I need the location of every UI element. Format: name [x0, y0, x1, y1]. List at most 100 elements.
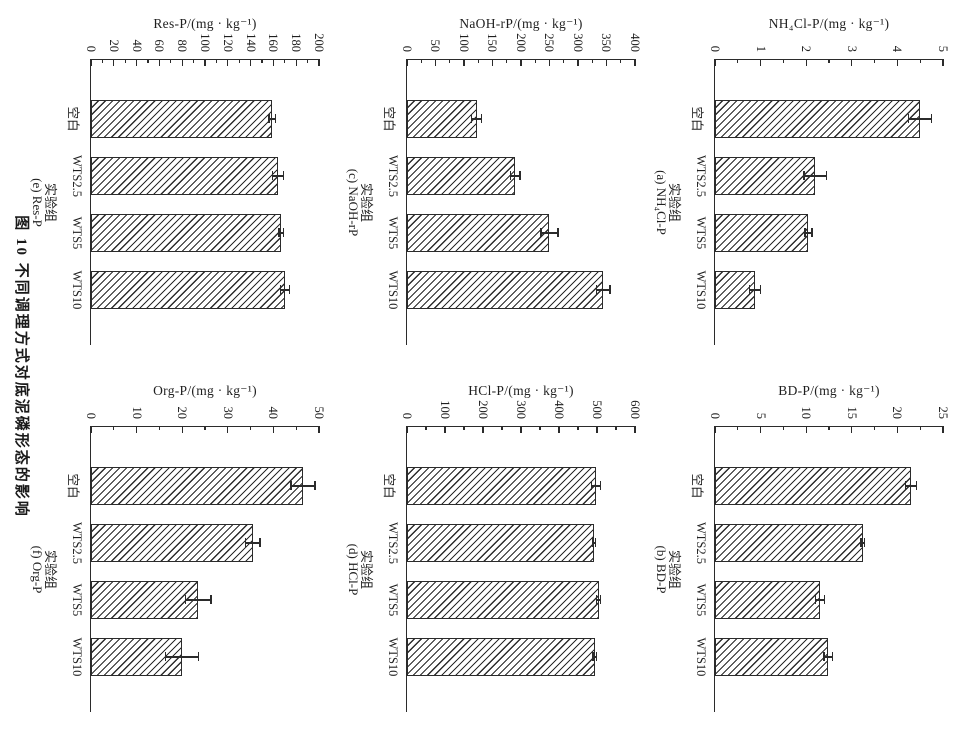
error-bar-cap: [814, 595, 817, 605]
y-major-tick: [444, 427, 446, 433]
y-major-tick: [90, 427, 92, 433]
category-label: WTS10: [70, 270, 84, 310]
y-tick-label: 100: [438, 400, 452, 419]
bar: [715, 580, 820, 619]
y-major-tick: [520, 427, 522, 433]
y-tick-label: 50: [312, 406, 326, 420]
y-major-tick: [520, 60, 522, 66]
error-bar-cap: [510, 171, 512, 181]
y-major-tick: [227, 60, 229, 66]
panel-label: (b) BD-P: [654, 545, 669, 594]
y-tick-label: 4: [890, 45, 905, 52]
y-minor-tick: [204, 427, 206, 431]
category-label: WTS5: [386, 216, 400, 250]
error-bar-cap: [595, 652, 598, 662]
error-bar-cap: [197, 652, 200, 662]
y-major-tick: [759, 60, 762, 66]
y-minor-tick: [306, 60, 309, 64]
y-tick-label: 20: [106, 39, 121, 53]
y-major-tick: [851, 60, 853, 66]
error-bar-cap: [595, 285, 597, 295]
error-bar-cap: [470, 114, 473, 124]
y-major-tick: [295, 60, 297, 66]
y-tick-label: 40: [129, 39, 144, 53]
y-minor-tick: [539, 427, 541, 431]
error-bar-cap: [748, 285, 751, 295]
y-minor-tick: [782, 60, 785, 64]
y-minor-tick: [425, 427, 427, 431]
error-bar-cap: [557, 228, 559, 238]
figure-caption: 图 10 不同调理方式对底泥磷形态的影响: [13, 215, 29, 518]
category-label: WTS2.5: [694, 154, 708, 197]
y-major-tick: [227, 427, 229, 433]
y-minor-tick: [919, 60, 921, 64]
y-major-tick: [463, 60, 465, 66]
category-label: 空白: [66, 106, 80, 132]
error-bar-cap: [282, 171, 285, 181]
error-bar-cap: [592, 652, 594, 662]
bar: [91, 99, 273, 138]
category-label: 空白: [690, 106, 704, 132]
error-bar-cap: [210, 595, 212, 605]
y-tick-label: 0: [400, 45, 414, 52]
error-bar-line: [540, 232, 559, 234]
error-bar-cap: [275, 114, 277, 124]
y-major-tick: [406, 60, 408, 66]
y-major-tick: [896, 60, 899, 66]
y-major-tick: [113, 60, 115, 66]
y-minor-tick: [501, 427, 503, 431]
category-label: WTS2.5: [70, 521, 84, 564]
y-major-tick: [482, 427, 484, 433]
y-major-tick: [942, 60, 944, 66]
category-label: WTS2.5: [694, 521, 708, 564]
y-major-tick: [90, 60, 92, 66]
y-minor-tick: [101, 60, 104, 64]
y-major-tick: [714, 60, 716, 66]
error-bar-cap: [860, 538, 862, 548]
y-tick-label: 600: [628, 400, 642, 419]
error-bar-cap: [823, 652, 825, 662]
y-tick-label: 40: [266, 406, 281, 420]
error-bar-line: [272, 175, 284, 177]
y-major-tick: [605, 60, 608, 66]
y-major-tick: [249, 60, 252, 66]
y-minor-tick: [828, 427, 830, 431]
y-major-tick: [634, 60, 636, 66]
error-bar-cap: [863, 538, 866, 548]
error-bar-cap: [594, 538, 597, 548]
category-label: WTS5: [70, 583, 84, 617]
y-minor-tick: [737, 427, 739, 431]
y-major-tick: [158, 60, 161, 66]
error-bar-cap: [278, 228, 280, 238]
bar: [715, 523, 863, 562]
y-minor-tick: [615, 427, 617, 431]
bar: [91, 156, 278, 195]
error-bar-cap: [314, 481, 316, 491]
error-bar-cap: [826, 171, 828, 181]
panel-label: (c) NaOH-rP: [346, 168, 361, 237]
category-label: WTS2.5: [70, 154, 84, 197]
error-bar-cap: [599, 481, 602, 491]
bar: [715, 637, 829, 676]
error-bar-cap: [823, 595, 826, 605]
error-bar-cap: [595, 595, 597, 605]
error-bar-cap: [540, 228, 542, 238]
error-bar-cap: [930, 114, 933, 124]
y-minor-tick: [420, 60, 422, 64]
bar: [91, 466, 304, 505]
y-minor-tick: [284, 60, 286, 64]
error-bar-cap: [915, 481, 918, 491]
category-label: 空白: [66, 473, 80, 499]
y-axis-title: HCl-P/(mg · kg⁻¹): [468, 383, 574, 398]
category-label: WTS10: [386, 270, 400, 310]
y-tick-label: 160: [266, 33, 281, 52]
y-major-tick: [942, 427, 944, 433]
y-tick-label: 25: [936, 406, 950, 420]
category-label: WTS10: [694, 637, 708, 677]
error-bar-line: [291, 485, 315, 487]
error-bar-cap: [804, 228, 806, 238]
error-bar-cap: [165, 652, 167, 662]
y-major-tick: [577, 60, 579, 66]
error-bar-cap: [268, 114, 270, 124]
